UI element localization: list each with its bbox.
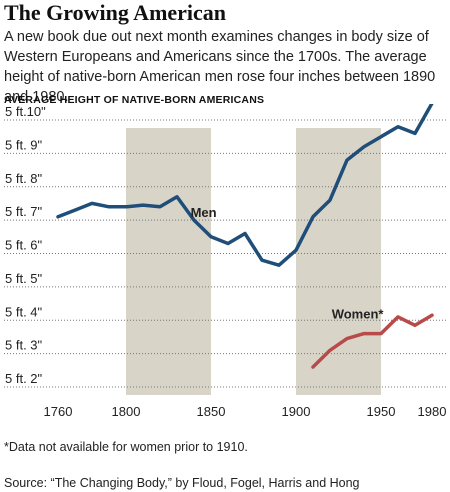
footnote: *Data not available for women prior to 1… [4,440,248,454]
y-tick-label: 5 ft. 5" [5,271,43,286]
x-tick-label: 1980 [418,404,447,419]
chart-subhead: AVERAGE HEIGHT OF NATIVE-BORN AMERICANS [4,94,265,106]
y-tick-label: 5 ft. 3" [5,338,43,353]
series-label-women: Women* [332,307,385,322]
y-tick-label: 5 ft. 7" [5,204,43,219]
series-line-men [56,104,434,267]
y-tick-label: 5 ft. 6" [5,238,43,253]
y-tick-label: 5 ft. 2" [5,371,43,386]
x-tick-label: 1800 [112,404,141,419]
x-tick-label: 1760 [44,404,73,419]
source-note: Source: “The Changing Body,” by Floud, F… [4,476,360,490]
chart-title: The Growing American [4,0,227,25]
series-line-women [311,313,434,369]
shaded-period-1 [296,128,381,395]
shaded-period-0 [126,128,211,395]
y-tick-label: 5 ft. 4" [5,304,43,319]
series-label-men: Men [191,205,217,220]
height-line-chart: 5 ft. 2" 5 ft. 3" 5 ft. 4" 5 ft. 5" 5 ft. 6"… [4,104,447,419]
y-tick-label: 5 ft.10" [5,104,46,119]
y-tick-label: 5 ft. 8" [5,171,43,186]
y-tick-label: 5 ft. 9" [5,137,43,152]
x-tick-label: 1850 [197,404,226,419]
intro-text: A new book due out next month examines c… [4,29,436,105]
x-tick-label: 1900 [282,404,311,419]
x-tick-label: 1950 [367,404,396,419]
